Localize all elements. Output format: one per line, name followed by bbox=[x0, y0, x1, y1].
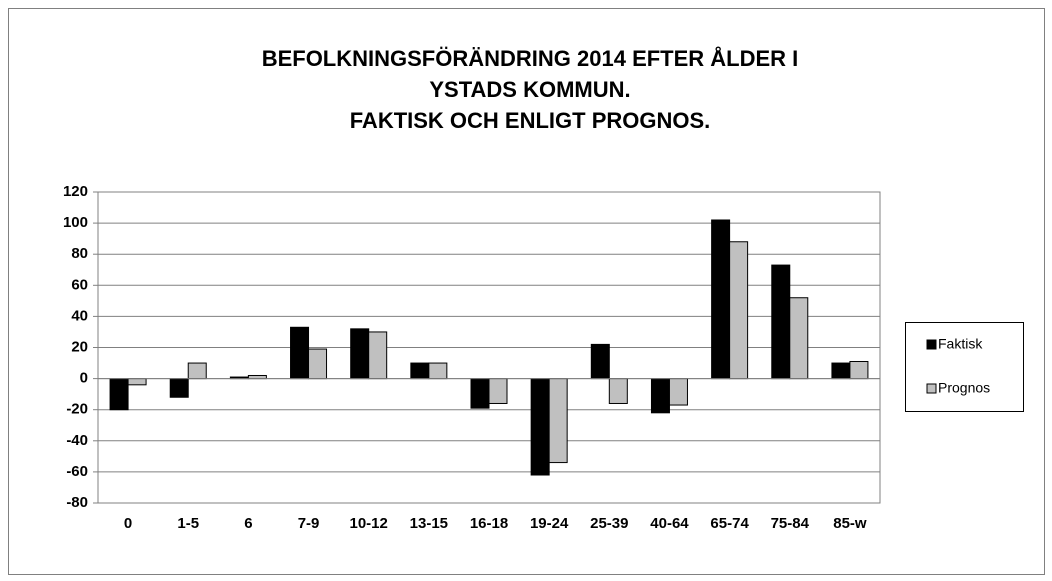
bar bbox=[831, 362, 851, 380]
bar bbox=[608, 378, 628, 404]
y-tick-label: -80 bbox=[66, 494, 88, 511]
bar bbox=[470, 378, 490, 409]
bar bbox=[530, 378, 550, 476]
bar bbox=[729, 241, 749, 380]
bar bbox=[428, 362, 448, 380]
bar bbox=[650, 378, 670, 414]
x-tick-label: 75-84 bbox=[771, 515, 810, 532]
chart-border bbox=[8, 8, 1045, 575]
legend-swatch bbox=[926, 383, 937, 394]
bar bbox=[771, 264, 791, 380]
chart-title: BEFOLKNINGSFÖRÄNDRING 2014 EFTER ÅLDER I bbox=[262, 45, 799, 71]
x-tick-label: 0 bbox=[124, 515, 132, 532]
y-tick-label: 0 bbox=[80, 370, 88, 387]
legend-swatch bbox=[926, 339, 937, 350]
bar bbox=[789, 297, 809, 380]
bar bbox=[350, 328, 370, 380]
chart-title: YSTADS KOMMUN. bbox=[429, 77, 630, 102]
bar bbox=[548, 378, 568, 464]
y-tick-label: 40 bbox=[71, 307, 88, 324]
x-tick-label: 40-64 bbox=[650, 515, 689, 532]
legend-label: Faktisk bbox=[938, 336, 983, 352]
x-tick-label: 25-39 bbox=[590, 515, 628, 532]
x-tick-label: 6 bbox=[244, 515, 252, 532]
x-tick-label: 65-74 bbox=[710, 515, 749, 532]
x-tick-label: 7-9 bbox=[298, 515, 320, 532]
y-tick-label: 100 bbox=[63, 214, 88, 231]
bar bbox=[849, 360, 869, 380]
x-tick-label: 16-18 bbox=[470, 515, 508, 532]
y-tick-label: -20 bbox=[66, 401, 88, 418]
y-tick-label: -60 bbox=[66, 463, 88, 480]
bar bbox=[668, 378, 688, 406]
bar bbox=[109, 378, 129, 411]
chart-title: FAKTISK OCH ENLIGT PROGNOS. bbox=[350, 108, 711, 133]
bar bbox=[488, 378, 508, 404]
legend-box bbox=[905, 322, 1024, 412]
bar bbox=[290, 326, 310, 380]
x-tick-label: 85-w bbox=[833, 515, 867, 532]
y-tick-label: -40 bbox=[66, 432, 88, 449]
x-tick-label: 19-24 bbox=[530, 515, 569, 532]
y-tick-label: 80 bbox=[71, 245, 88, 262]
y-tick-label: 20 bbox=[71, 338, 88, 355]
y-tick-label: 120 bbox=[63, 183, 88, 200]
bar bbox=[410, 362, 430, 380]
bar bbox=[711, 219, 731, 380]
bar bbox=[169, 378, 189, 398]
plot-border bbox=[97, 191, 881, 504]
bar bbox=[368, 331, 388, 380]
x-tick-label: 13-15 bbox=[410, 515, 448, 532]
bar bbox=[127, 378, 147, 386]
bar bbox=[590, 343, 610, 380]
y-tick-label: 60 bbox=[71, 276, 88, 293]
x-tick-label: 1-5 bbox=[177, 515, 199, 532]
x-tick-label: 10-12 bbox=[350, 515, 388, 532]
bar bbox=[187, 362, 207, 380]
bar bbox=[308, 348, 328, 380]
legend-label: Prognos bbox=[938, 380, 990, 396]
